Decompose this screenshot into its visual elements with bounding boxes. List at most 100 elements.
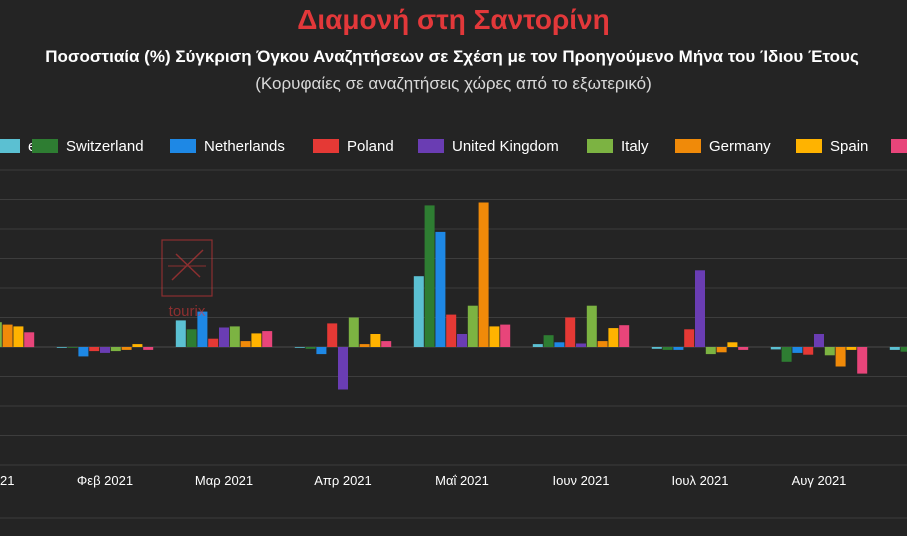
watermark-frame <box>161 239 213 297</box>
legend-swatch <box>675 139 701 153</box>
bar-other-6 <box>738 347 749 350</box>
bar-other-2 <box>262 331 273 347</box>
legend-swatch <box>587 139 613 153</box>
bar-italy-2 <box>229 326 240 347</box>
legend-swatch <box>313 139 339 153</box>
bar-france-3 <box>294 347 305 348</box>
bar-netherlands-4 <box>435 231 446 347</box>
bar-france-5 <box>532 344 543 347</box>
bar-switzerland-3 <box>305 347 316 349</box>
bar-switzerland-2 <box>186 329 197 347</box>
bar-poland-7 <box>803 347 814 355</box>
bar-other-3 <box>381 341 392 347</box>
x-tick-label: 21 <box>0 473 14 488</box>
bar-spain-0 <box>13 326 24 347</box>
legend-label: United Kingdom <box>452 138 559 155</box>
bar-germany-5 <box>597 341 608 347</box>
bar-poland-6 <box>684 329 695 347</box>
bar-switzerland-7 <box>781 347 792 362</box>
bar-italy-4 <box>467 305 478 347</box>
x-tick-label: Μαρ 2021 <box>195 473 253 488</box>
bar-other-4 <box>500 324 511 347</box>
bar-italy-5 <box>586 305 597 347</box>
legend-swatch <box>891 139 907 153</box>
bar-netherlands-3 <box>316 347 327 355</box>
bar-poland-4 <box>446 314 457 347</box>
bar-poland-1 <box>89 347 100 352</box>
watermark-logo: tourix <box>161 239 213 320</box>
bar-netherlands-6 <box>673 347 684 350</box>
bar-italy-0 <box>0 322 2 347</box>
bar-france-7 <box>770 347 781 350</box>
legend-label: Italy <box>621 138 649 155</box>
bar-netherlands-7 <box>792 347 803 353</box>
bar-germany-6 <box>716 347 727 353</box>
legend-swatch <box>796 139 822 153</box>
bar-germany-2 <box>240 341 251 347</box>
bars <box>0 202 907 390</box>
legend-label: Spain <box>830 138 868 155</box>
bar-netherlands-2 <box>197 311 208 347</box>
bar-poland-5 <box>565 317 576 347</box>
bar-poland-2 <box>208 338 219 347</box>
bar-switzerland-5 <box>543 335 554 347</box>
bar-italy-3 <box>348 317 359 347</box>
bar-germany-3 <box>359 344 370 347</box>
bar-united-kingdom-4 <box>457 334 467 347</box>
bar-italy-1 <box>110 347 121 352</box>
bar-switzerland-4 <box>424 205 435 347</box>
bar-france-8 <box>889 347 900 350</box>
legend-swatch <box>32 139 58 153</box>
bar-spain-1 <box>132 344 143 347</box>
bar-other-5 <box>619 325 630 347</box>
legend-swatch <box>170 139 196 153</box>
bar-netherlands-5 <box>554 342 565 347</box>
bar-united-kingdom-3 <box>338 347 348 390</box>
bar-united-kingdom-5 <box>576 343 586 347</box>
x-axis-ticks: 21 Φεβ 2021 Μαρ 2021 Απρ 2021 Μαΐ 2021 Ιουν 2… <box>0 473 846 488</box>
bar-france-2 <box>175 320 186 347</box>
legend-swatch <box>0 139 20 153</box>
bar-poland-3 <box>327 323 338 347</box>
bar-france-1 <box>56 347 67 348</box>
bar-spain-2 <box>251 333 262 347</box>
x-tick-label: Ιουν 2021 <box>553 473 610 488</box>
bar-united-kingdom-7 <box>814 334 824 347</box>
x-tick-label: Ιουλ 2021 <box>672 473 729 488</box>
bar-italy-7 <box>824 347 835 356</box>
bar-united-kingdom-6 <box>695 270 705 347</box>
x-tick-label: Φεβ 2021 <box>77 473 133 488</box>
bar-united-kingdom-1 <box>100 347 110 353</box>
bar-france-4 <box>413 276 424 347</box>
bar-switzerland-6 <box>662 347 673 350</box>
bar-switzerland-1 <box>67 347 78 348</box>
bar-germany-1 <box>121 347 132 350</box>
bar-germany-4 <box>478 202 489 347</box>
chart-subtitle-secondary: (Κορυφαίες σε αναζητήσεις χώρες από το ε… <box>255 74 652 93</box>
bar-spain-4 <box>489 326 500 347</box>
bar-france-6 <box>651 347 662 349</box>
bar-netherlands-1 <box>78 347 89 357</box>
chart-title: Διαμονή στη Σαντορίνη <box>297 4 610 35</box>
x-tick-label: Μαΐ 2021 <box>435 473 489 488</box>
bar-united-kingdom-2 <box>219 327 229 347</box>
bar-other-1 <box>143 347 154 350</box>
x-tick-label: Απρ 2021 <box>314 473 372 488</box>
bar-spain-6 <box>727 342 738 347</box>
bar-spain-7 <box>846 347 857 350</box>
legend-swatch <box>418 139 444 153</box>
legend-label: Germany <box>709 138 771 155</box>
legend-label: Netherlands <box>204 138 285 155</box>
watermark-text: tourix <box>169 303 206 320</box>
bar-switzerland-8 <box>900 347 907 352</box>
legend-label: Switzerland <box>66 138 144 155</box>
bar-spain-5 <box>608 328 619 347</box>
bar-spain-3 <box>370 334 381 347</box>
bar-other-7 <box>857 347 868 374</box>
bar-germany-0 <box>2 324 13 347</box>
legend-label: Poland <box>347 138 394 155</box>
legend: eSwitzerlandNetherlandsPolandUnited King… <box>0 138 907 155</box>
chart-subtitle: Ποσοστιαία (%) Σύγκριση Όγκου Αναζητήσεω… <box>45 47 859 66</box>
bar-other-0 <box>24 332 35 348</box>
